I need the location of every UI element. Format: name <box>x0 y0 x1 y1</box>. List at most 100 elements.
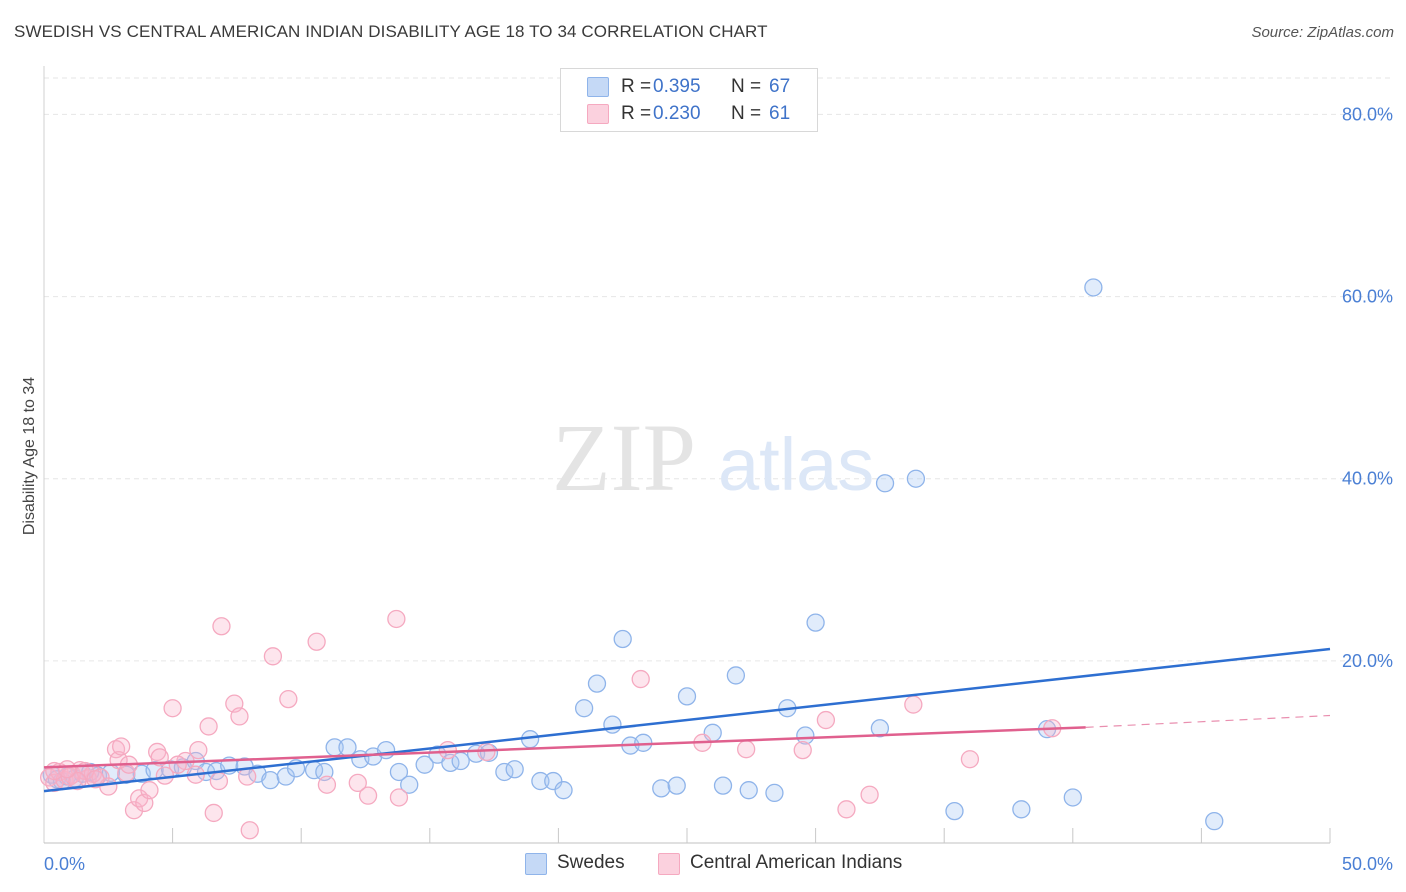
legend-n-label: N = <box>731 76 762 97</box>
point-central-american-indians <box>86 770 105 789</box>
point-central-american-indians <box>904 695 923 714</box>
point-central-american-indians <box>737 740 756 759</box>
source-label: Source: ZipAtlas.com <box>1251 24 1394 41</box>
point-central-american-indians <box>106 740 126 759</box>
point-central-american-indians <box>189 740 208 760</box>
point-swedes <box>634 733 653 752</box>
y-ticks: 20.0% 40.0% 60.0% 80.0% <box>1342 104 1393 670</box>
point-swedes <box>806 613 825 632</box>
point-central-american-indians <box>307 632 326 651</box>
point-central-american-indians <box>438 740 457 760</box>
point-swedes <box>415 755 434 774</box>
point-central-american-indians <box>124 801 144 820</box>
series-swatch-swedes <box>525 853 547 875</box>
point-swedes <box>587 674 607 693</box>
y-tick-label: 20.0% <box>1342 651 1393 671</box>
point-swedes <box>400 775 419 794</box>
point-swedes <box>1084 278 1103 297</box>
point-swedes <box>613 629 632 649</box>
point-swedes <box>713 776 733 795</box>
point-swedes <box>667 776 686 795</box>
point-swedes <box>875 474 895 493</box>
legend-n-value-swedes: 67 <box>769 76 791 97</box>
correlation-legend: R = 0.395 N = 67 R = 0.230 N = 61 <box>560 68 818 132</box>
point-swedes <box>1012 800 1031 819</box>
point-swedes <box>495 762 514 782</box>
watermark-atlas: atlas <box>718 423 874 506</box>
legend-r-value-central-american-indians: 0.230 <box>653 103 701 124</box>
data-points <box>39 278 1224 840</box>
chart-title: SWEDISH VS CENTRAL AMERICAN INDIAN DISAB… <box>14 22 768 41</box>
point-swedes <box>1063 788 1082 807</box>
point-swedes <box>726 666 746 685</box>
legend-r-label: R = <box>621 103 652 124</box>
legend-swatch-swedes <box>587 77 609 97</box>
y-tick-label: 40.0% <box>1342 469 1393 489</box>
point-central-american-indians <box>112 737 131 756</box>
point-central-american-indians <box>263 647 283 666</box>
point-swedes <box>428 745 447 764</box>
point-swedes <box>531 771 550 791</box>
x-ticks: 0.0% 50.0% <box>44 828 1393 874</box>
point-swedes <box>603 715 622 734</box>
point-swedes <box>739 781 758 800</box>
point-swedes <box>544 771 563 791</box>
point-central-american-indians <box>230 707 249 726</box>
point-swedes <box>870 719 890 738</box>
point-swedes <box>554 781 573 800</box>
watermark-zip: ZIP <box>552 404 696 511</box>
point-central-american-indians <box>860 785 879 804</box>
series-swatch-central-american-indians <box>658 853 680 875</box>
point-central-american-indians <box>209 771 229 791</box>
point-central-american-indians <box>279 689 298 709</box>
point-swedes <box>574 699 594 718</box>
point-central-american-indians <box>477 742 496 762</box>
y-tick-label: 60.0% <box>1342 287 1393 307</box>
point-swedes <box>945 801 964 821</box>
point-swedes <box>261 771 280 790</box>
point-central-american-indians <box>631 669 650 689</box>
point-central-american-indians <box>816 710 836 730</box>
point-central-american-indians <box>163 699 182 718</box>
point-central-american-indians <box>837 800 856 819</box>
legend-r-value-swedes: 0.395 <box>653 76 701 97</box>
y-axis-label: Disability Age 18 to 34 <box>21 377 38 535</box>
point-swedes <box>796 726 815 745</box>
x-tick-label: 0.0% <box>44 854 85 874</box>
legend-n-value-central-american-indians: 61 <box>769 103 791 124</box>
point-central-american-indians <box>212 617 231 636</box>
x-tick-label: 50.0% <box>1342 854 1393 874</box>
trend-lines <box>43 647 1331 793</box>
legend-r-label: R = <box>621 76 652 97</box>
point-central-american-indians <box>960 750 980 769</box>
point-central-american-indians <box>240 821 259 840</box>
point-swedes <box>1205 811 1224 831</box>
y-tick-label: 80.0% <box>1342 104 1393 124</box>
point-central-american-indians <box>204 803 223 823</box>
trend-extension-central-american-indians <box>1085 714 1331 728</box>
point-central-american-indians <box>793 740 812 760</box>
trend-line-central-american-indians <box>43 726 1086 769</box>
point-central-american-indians <box>68 771 87 791</box>
grid-lines <box>44 77 1392 662</box>
point-central-american-indians <box>140 781 159 800</box>
point-swedes <box>765 783 784 803</box>
point-central-american-indians <box>389 788 409 807</box>
series-label-swedes: Swedes <box>557 852 625 873</box>
point-central-american-indians <box>358 786 378 805</box>
legend-n-label: N = <box>731 103 762 124</box>
watermark: ZIP atlas <box>552 404 874 511</box>
point-swedes <box>906 469 926 488</box>
point-swedes <box>376 740 396 760</box>
point-swedes <box>652 779 671 798</box>
point-central-american-indians <box>317 775 337 794</box>
trend-line-swedes <box>43 647 1331 793</box>
point-central-american-indians <box>199 717 218 736</box>
legend-swatch-central-american-indians <box>587 104 609 124</box>
point-central-american-indians <box>168 755 187 774</box>
point-central-american-indians <box>348 773 367 793</box>
point-swedes <box>505 760 524 779</box>
point-central-american-indians <box>57 760 77 779</box>
point-central-american-indians <box>238 767 257 786</box>
